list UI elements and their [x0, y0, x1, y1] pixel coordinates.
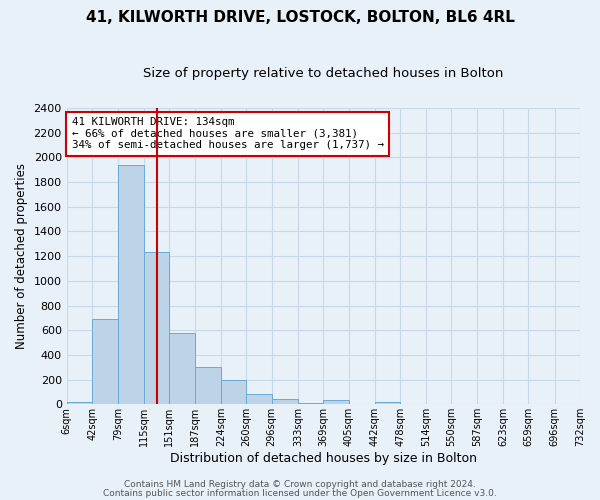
- Title: Size of property relative to detached houses in Bolton: Size of property relative to detached ho…: [143, 68, 503, 80]
- Bar: [221, 380, 246, 404]
- Bar: [194, 368, 221, 405]
- Bar: [67, 402, 92, 404]
- Bar: [375, 402, 400, 404]
- Bar: [92, 319, 118, 404]
- Text: Contains public sector information licensed under the Open Government Licence v3: Contains public sector information licen…: [103, 488, 497, 498]
- Bar: [298, 403, 323, 404]
- Y-axis label: Number of detached properties: Number of detached properties: [15, 163, 28, 349]
- Bar: [323, 400, 349, 404]
- Text: 41, KILWORTH DRIVE, LOSTOCK, BOLTON, BL6 4RL: 41, KILWORTH DRIVE, LOSTOCK, BOLTON, BL6…: [86, 10, 514, 25]
- X-axis label: Distribution of detached houses by size in Bolton: Distribution of detached houses by size …: [170, 452, 477, 465]
- Bar: [272, 398, 298, 404]
- Bar: [118, 165, 144, 404]
- Text: 41 KILWORTH DRIVE: 134sqm
← 66% of detached houses are smaller (3,381)
34% of se: 41 KILWORTH DRIVE: 134sqm ← 66% of detac…: [72, 117, 384, 150]
- Bar: [144, 252, 169, 404]
- Text: Contains HM Land Registry data © Crown copyright and database right 2024.: Contains HM Land Registry data © Crown c…: [124, 480, 476, 489]
- Bar: [169, 334, 194, 404]
- Bar: [246, 394, 272, 404]
